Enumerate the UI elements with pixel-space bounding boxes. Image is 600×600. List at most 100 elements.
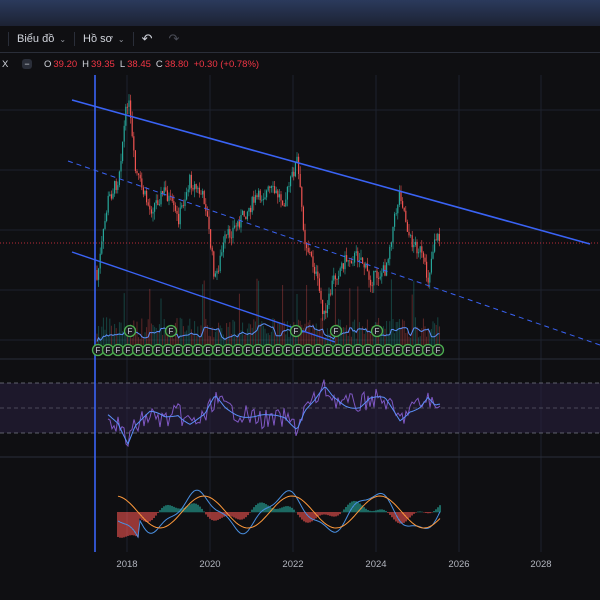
volume-bar: [317, 330, 319, 345]
macd-bar: [259, 502, 261, 513]
toolbar-divider: [74, 32, 76, 46]
macd-bar: [425, 512, 427, 513]
lower-trendline[interactable]: [71, 251, 336, 343]
profile-menu-button[interactable]: Hồ sơ ⌄: [75, 26, 133, 52]
macd-bar: [153, 512, 155, 519]
candle-body: [229, 229, 231, 238]
macd-bar: [177, 508, 179, 513]
volume-bar: [264, 328, 266, 345]
volume-bar: [234, 321, 236, 345]
macd-bar: [133, 512, 135, 536]
candle-body: [304, 229, 306, 245]
volume-bar: [214, 331, 216, 345]
volume-bar: [410, 337, 412, 345]
macd-bar: [419, 511, 421, 513]
candle-body: [283, 205, 285, 207]
candle-body: [296, 156, 298, 163]
volume-bar: [163, 319, 165, 345]
candle-body: [112, 193, 114, 199]
volume-bar: [98, 326, 100, 345]
event-marker: F: [329, 324, 343, 338]
volume-bar: [144, 332, 146, 345]
candle-body: [171, 196, 173, 202]
candle-body: [413, 245, 415, 248]
candle-body: [411, 235, 413, 248]
macd-bar: [289, 506, 291, 513]
candle-body: [243, 210, 245, 217]
chart-canvas[interactable]: F F F F F F F F F F F F F F F F F F F F F F F F F F F F F F F F F F FF F F F F…: [0, 52, 600, 600]
candle-body: [133, 136, 135, 151]
candle-body: [378, 278, 380, 279]
collapse-icon[interactable]: −: [22, 59, 32, 69]
chart-menu-button[interactable]: Biểu đồ ⌄: [9, 26, 74, 52]
candle-body: [432, 251, 434, 259]
candle-body: [221, 252, 223, 256]
macd-bar: [195, 503, 197, 513]
volume-bar: [192, 333, 194, 345]
volume-bar: [139, 338, 141, 345]
upper-trendline[interactable]: [71, 99, 591, 245]
macd-bar: [131, 512, 133, 536]
candle-body: [194, 184, 196, 190]
volume-bar: [131, 338, 133, 345]
candle-body: [242, 210, 244, 216]
volume-bar: [261, 321, 263, 345]
macd-bar: [329, 512, 331, 516]
candle-body: [360, 257, 362, 261]
volume-bar: [421, 328, 423, 345]
volume-bar: [248, 323, 250, 345]
macd-bar: [275, 508, 277, 513]
candle-body: [346, 255, 348, 262]
volume-bar: [219, 325, 221, 345]
candle-body: [366, 263, 368, 272]
macd-bar: [205, 512, 207, 515]
volume-bar: [280, 323, 282, 345]
macd-bar: [157, 512, 159, 513]
candle-body: [261, 199, 263, 201]
candle-body: [130, 100, 132, 119]
macd-bar: [341, 511, 343, 513]
candle-body: [318, 278, 320, 291]
event-marker-letter: F: [126, 346, 131, 355]
volume-bar: [208, 335, 210, 345]
undo-icon[interactable]: ↶: [141, 31, 153, 46]
macd-bar: [193, 503, 195, 513]
macd-bar: [145, 512, 147, 522]
macd-bar: [175, 507, 177, 513]
volume-bar: [416, 326, 418, 345]
macd-bar: [257, 503, 259, 513]
candle-body: [405, 210, 407, 222]
candle-body: [310, 252, 312, 257]
macd-bar: [181, 508, 183, 513]
macd-bar: [127, 512, 129, 536]
volume-bar: [349, 288, 351, 345]
candle-body: [174, 205, 176, 211]
event-marker-letter: F: [169, 327, 174, 336]
candle-body: [408, 231, 410, 236]
mid-dashed-trendline[interactable]: [67, 160, 600, 346]
volume-bar: [326, 328, 328, 345]
volume-bar: [422, 318, 424, 345]
event-marker-letter: F: [286, 346, 291, 355]
macd-bar: [263, 503, 265, 513]
macd-bar: [327, 512, 329, 516]
rsi-band: [0, 383, 600, 433]
volume-bar: [101, 326, 103, 345]
macd-bar: [385, 510, 387, 513]
redo-icon[interactable]: ↷: [168, 31, 180, 46]
volume-bar: [243, 334, 245, 345]
candle-body: [245, 216, 247, 220]
event-marker-letter: F: [186, 346, 191, 355]
macd-bar: [337, 512, 339, 516]
event-marker: F: [431, 343, 445, 357]
candle-body: [275, 190, 277, 194]
macd-bar: [313, 512, 315, 520]
macd-bar: [331, 512, 333, 517]
macd-bar: [297, 512, 299, 515]
candle-body: [400, 191, 402, 202]
event-marker-letter: F: [176, 346, 181, 355]
macd-bar: [343, 509, 345, 513]
macd-bar: [301, 512, 303, 520]
candle-body: [323, 310, 325, 315]
candle-body: [237, 221, 239, 227]
